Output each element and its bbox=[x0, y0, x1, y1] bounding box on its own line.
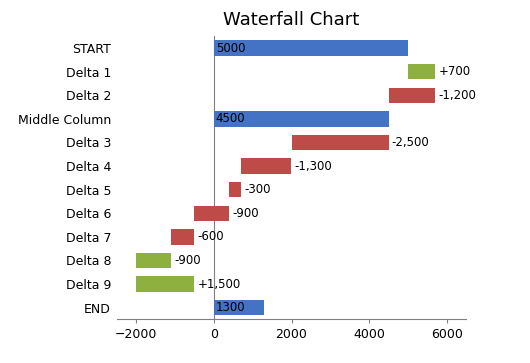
Text: 1300: 1300 bbox=[216, 301, 245, 314]
Bar bbox=[408, 64, 435, 79]
Text: -600: -600 bbox=[198, 231, 224, 243]
Bar bbox=[241, 158, 292, 174]
Bar bbox=[195, 205, 229, 221]
Text: +700: +700 bbox=[438, 65, 471, 78]
Bar bbox=[136, 253, 171, 268]
Bar bbox=[292, 135, 388, 150]
Text: -1,300: -1,300 bbox=[295, 160, 332, 172]
Text: -1,200: -1,200 bbox=[438, 89, 476, 102]
Bar bbox=[229, 182, 241, 197]
Text: -900: -900 bbox=[174, 254, 201, 267]
Bar bbox=[214, 300, 264, 315]
Bar bbox=[388, 87, 435, 103]
Text: 5000: 5000 bbox=[216, 42, 245, 54]
Bar bbox=[171, 229, 195, 245]
Bar bbox=[214, 111, 388, 127]
Text: -900: -900 bbox=[233, 207, 259, 220]
Text: -300: -300 bbox=[244, 183, 271, 196]
Bar bbox=[136, 276, 195, 292]
Text: +1,500: +1,500 bbox=[198, 278, 241, 290]
Title: Waterfall Chart: Waterfall Chart bbox=[223, 11, 360, 29]
Text: 4500: 4500 bbox=[216, 113, 245, 125]
Text: -2,500: -2,500 bbox=[392, 136, 429, 149]
Bar bbox=[214, 40, 408, 56]
